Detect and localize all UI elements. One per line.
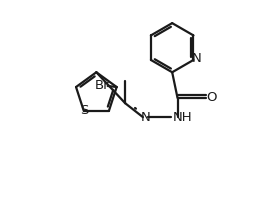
Text: NH: NH <box>173 111 193 124</box>
Text: O: O <box>206 91 217 104</box>
Text: N: N <box>140 111 150 124</box>
Text: Br: Br <box>94 80 109 92</box>
Text: N: N <box>191 52 201 65</box>
Text: S: S <box>80 104 89 117</box>
